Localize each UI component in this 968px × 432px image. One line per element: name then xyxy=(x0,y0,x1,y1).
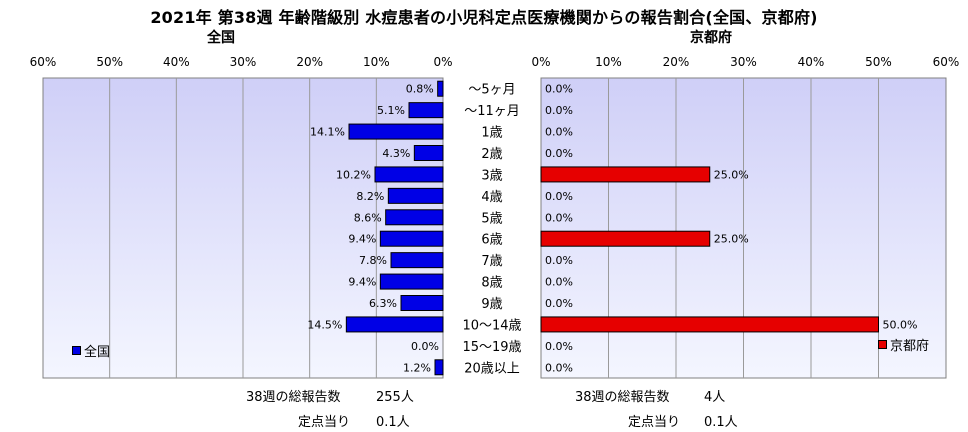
kyoto-total-value: 4人 xyxy=(704,390,726,405)
kyoto-data-label: 0.0% xyxy=(545,190,573,203)
national-tick-label: 10% xyxy=(363,55,390,69)
national-legend-swatch xyxy=(72,346,81,355)
kyoto-data-label: 0.0% xyxy=(545,297,573,310)
national-data-label: 4.3% xyxy=(382,147,410,160)
national-total-label: 38週の総報告数 xyxy=(246,390,341,405)
kyoto-tick-label: 30% xyxy=(730,55,757,69)
kyoto-legend-swatch xyxy=(878,340,887,349)
national-data-label: 14.1% xyxy=(310,126,345,139)
national-tick-label: 40% xyxy=(163,55,190,69)
national-data-label: 1.2% xyxy=(403,361,431,374)
kyoto-per-label: 定点当り xyxy=(628,415,681,430)
kyoto-tick-label: 20% xyxy=(663,55,690,69)
category-label: 5歳 xyxy=(481,211,502,226)
national-bar xyxy=(387,187,444,204)
kyoto-data-label: 0.0% xyxy=(545,147,573,160)
kyoto-tick-label: 10% xyxy=(595,55,622,69)
national-data-label: 8.2% xyxy=(356,190,384,203)
national-data-label: 6.3% xyxy=(369,297,397,310)
national-bar xyxy=(437,80,444,97)
kyoto-data-label: 50.0% xyxy=(883,318,918,331)
national-legend-label: 全国 xyxy=(84,345,111,360)
national-per-label: 定点当り xyxy=(298,415,351,430)
national-bar xyxy=(434,359,444,376)
national-bar xyxy=(345,316,444,333)
national-data-label: 10.2% xyxy=(336,168,371,181)
national-bar xyxy=(379,273,444,290)
category-label: ～5ヶ月 xyxy=(468,83,515,98)
national-bar xyxy=(385,209,444,226)
kyoto-data-label: 0.0% xyxy=(545,276,573,289)
national-per-value: 0.1人 xyxy=(376,415,410,430)
kyoto-per-value: 0.1人 xyxy=(704,415,738,430)
kyoto-data-label: 25.0% xyxy=(714,233,749,246)
kyoto-panel-title: 京都府 xyxy=(690,30,732,46)
national-tick-label: 20% xyxy=(296,55,323,69)
category-label: 3歳 xyxy=(481,168,502,183)
kyoto-data-label: 0.0% xyxy=(545,104,573,117)
national-bar xyxy=(374,166,444,183)
national-bar xyxy=(413,145,444,161)
category-label: 15～19歳 xyxy=(462,340,521,355)
national-panel-title: 全国 xyxy=(207,30,235,46)
national-tick-label: 60% xyxy=(30,55,57,69)
national-bar xyxy=(348,123,444,140)
category-labels: ～5ヶ月 ～11ヶ月 1歳 2歳 3歳 4歳 5歳 6歳 7歳 8歳 9歳 10～14歳 15～19歳 2… xyxy=(462,83,521,377)
kyoto-bar xyxy=(540,316,879,333)
kyoto-data-label: 0.0% xyxy=(545,83,573,96)
national-total-value: 255人 xyxy=(376,390,414,405)
kyoto-data-label: 0.0% xyxy=(545,254,573,267)
kyoto-data-label: 0.0% xyxy=(545,126,573,139)
kyoto-chart: 0% 10% 20% 30% 40% 50% 60% 0.0% 0.0% 0.0% 0.0% 25.0… xyxy=(531,55,960,379)
category-label: 10～14歳 xyxy=(462,318,521,333)
kyoto-tick-label: 40% xyxy=(798,55,825,69)
national-legend: 全国 xyxy=(72,341,110,360)
national-tick-label: 50% xyxy=(96,55,123,69)
kyoto-data-label: 0.0% xyxy=(545,340,573,353)
national-data-label: 9.4% xyxy=(348,276,376,289)
national-bar xyxy=(408,102,444,119)
kyoto-bar xyxy=(540,230,711,247)
national-tick-label: 30% xyxy=(230,55,257,69)
category-label: 8歳 xyxy=(481,276,502,291)
category-label: 9歳 xyxy=(481,297,502,312)
national-data-label: 7.8% xyxy=(359,254,387,267)
national-data-label: 5.1% xyxy=(377,104,405,117)
national-tick-label: 0% xyxy=(433,55,452,69)
kyoto-tick-label: 50% xyxy=(865,55,892,69)
national-data-label: 14.5% xyxy=(307,318,342,331)
national-data-label: 9.4% xyxy=(348,233,376,246)
national-data-label: 8.6% xyxy=(354,211,382,224)
kyoto-tick-label: 0% xyxy=(531,55,550,69)
national-bar xyxy=(379,230,444,247)
national-chart: 60% 50% 40% 30% 20% 10% 0% 0.8%5.1% 14.1% 4.3% 10.… xyxy=(30,55,453,379)
chart-title: 2021年 第38週 年齢階級別 水痘患者の小児科定点医療機関からの報告割合(全… xyxy=(150,8,818,27)
category-label: 1歳 xyxy=(481,126,502,141)
kyoto-data-label: 0.0% xyxy=(545,211,573,224)
national-data-label: 0.8% xyxy=(406,83,434,96)
category-label: ～11ヶ月 xyxy=(464,104,520,119)
kyoto-legend: 京都府 xyxy=(878,335,929,354)
kyoto-data-label: 25.0% xyxy=(714,168,749,181)
category-label: 7歳 xyxy=(481,254,502,269)
category-label: 6歳 xyxy=(481,233,502,248)
category-label: 4歳 xyxy=(481,190,502,205)
kyoto-total-label: 38週の総報告数 xyxy=(575,390,670,405)
kyoto-data-label: 0.0% xyxy=(545,361,573,374)
kyoto-legend-label: 京都府 xyxy=(890,339,930,354)
kyoto-bar xyxy=(540,166,711,183)
national-data-label: 0.0% xyxy=(411,340,439,353)
national-bar xyxy=(400,295,444,311)
kyoto-tick-label: 60% xyxy=(933,55,960,69)
category-label: 20歳以上 xyxy=(464,361,520,376)
national-bar xyxy=(390,252,444,269)
category-label: 2歳 xyxy=(481,147,502,162)
